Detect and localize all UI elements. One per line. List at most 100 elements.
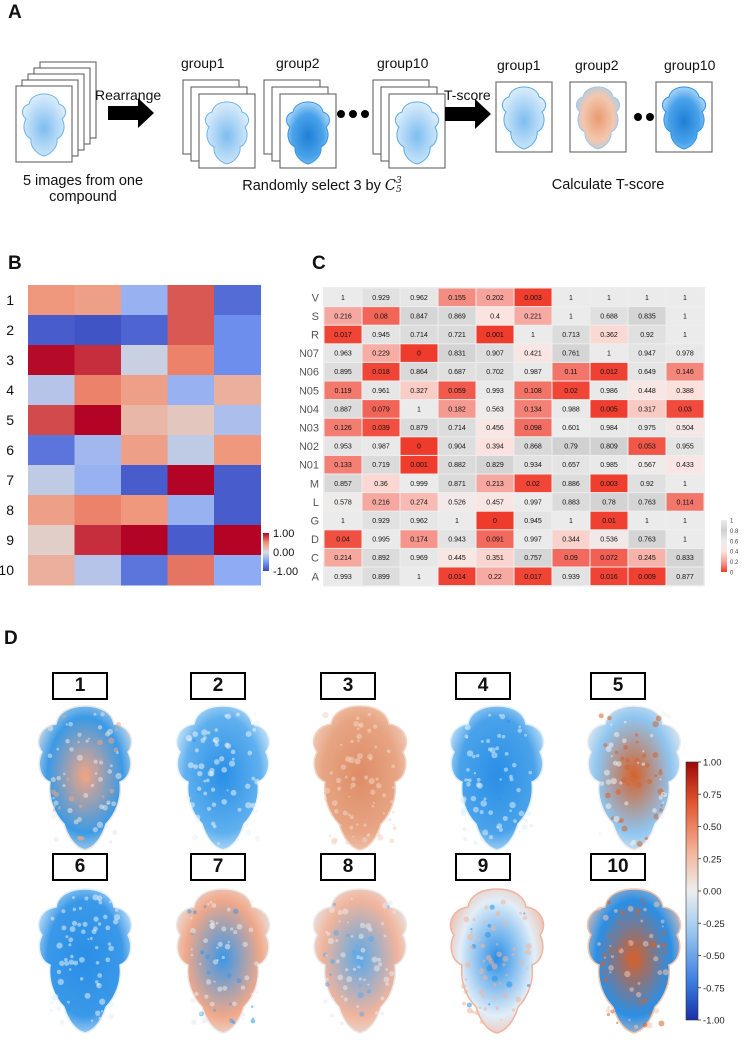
- heatmap-c-cell: [628, 325, 666, 344]
- heatmap-c-cell-value: 0.719: [372, 462, 390, 469]
- brain-speckle: [244, 975, 250, 981]
- heatmap-c-cell-value: 0.005: [600, 406, 618, 413]
- heatmap-c-cell: [514, 362, 552, 381]
- brain-speckle: [622, 940, 626, 943]
- heatmap-c-cell-value: 0.999: [410, 481, 428, 488]
- brain-speckle: [108, 840, 113, 844]
- brain-speckle: [653, 1007, 660, 1014]
- heatmap-b-row-label: 6: [6, 442, 14, 458]
- heatmap-c-cell-value: 0.504: [676, 425, 694, 432]
- heatmap-c-cell: [438, 307, 476, 325]
- brain-speckle: [240, 985, 246, 990]
- heatmap-b-row-label: 8: [6, 502, 14, 518]
- brain-speckle: [349, 815, 354, 820]
- heatmap-c-cell: [628, 362, 666, 381]
- brain-speckle: [526, 967, 529, 970]
- brain-label-2: 2: [190, 672, 246, 700]
- brain-speckle: [354, 758, 361, 765]
- heatmap-c-cell-value: 0.327: [410, 388, 428, 395]
- brain-speckle: [113, 747, 119, 753]
- heatmap-b-cell: [167, 405, 215, 436]
- brain-speckle: [358, 933, 364, 939]
- heatmap-c-cell: [514, 437, 552, 455]
- group-label: group10: [377, 55, 429, 71]
- heatmap-c-cell-value: 0.08: [374, 313, 388, 320]
- brain-speckle: [107, 769, 113, 774]
- brain-speckle: [658, 795, 663, 800]
- heatmap-c-cell-value: 0.763: [638, 537, 656, 544]
- brain-speckle: [381, 922, 385, 926]
- heatmap-c-cell: [628, 288, 666, 307]
- heatmap-c-row-label: N07: [300, 348, 319, 360]
- group2-stack: [263, 79, 337, 169]
- brain-image-7: [175, 888, 271, 1034]
- heatmap-c-cell-value: 1: [569, 313, 573, 320]
- heatmap-b-cell: [214, 465, 261, 496]
- heatmap-c-cell: [628, 344, 666, 362]
- heatmap-c-cell: [400, 418, 438, 437]
- brain-speckle: [491, 925, 497, 931]
- brain-speckle: [350, 934, 354, 938]
- brain-speckle: [631, 839, 637, 845]
- brain-speckle: [68, 937, 74, 943]
- brain-shape: [37, 705, 133, 851]
- brain-speckle: [251, 1017, 254, 1020]
- heatmap-c-cell-value: 0.714: [410, 332, 428, 339]
- brain-speckle: [625, 942, 631, 947]
- heatmap-b-cell: [167, 285, 215, 316]
- heatmap-c-cell: [552, 307, 590, 325]
- brain-speckle: [647, 779, 653, 785]
- brain-speckle: [368, 757, 373, 761]
- brain-speckle: [659, 778, 662, 781]
- heatmap-c-cell-value: 0.945: [524, 518, 542, 525]
- brain-speckle: [656, 944, 661, 948]
- brain-speckle: [513, 819, 517, 824]
- brain-speckle: [647, 1011, 652, 1015]
- brain-speckle: [623, 744, 629, 750]
- brain-speckle: [523, 818, 526, 821]
- heatmap-c-cell-value: 0.216: [334, 313, 352, 320]
- brain-speckle: [76, 754, 83, 761]
- brain-speckle: [523, 912, 526, 915]
- brain-speckle: [623, 720, 627, 724]
- brain-speckle: [636, 761, 640, 764]
- heatmap-c-cell-value: 0.953: [334, 444, 352, 451]
- heatmap-c-cell-value: 0.955: [676, 444, 694, 451]
- brain-speckle: [199, 962, 202, 966]
- heatmap-c-cell-value: 0.456: [486, 425, 504, 432]
- heatmap-b-cell: [167, 315, 215, 346]
- heatmap-c-cell-value: 0.847: [410, 313, 428, 320]
- tscore-image-10: [655, 81, 713, 153]
- brain-speckle: [190, 928, 196, 934]
- heatmap-c-cell: [666, 511, 704, 530]
- heatmap-c-cell-value: 1: [607, 295, 611, 302]
- brain-speckle: [389, 971, 395, 977]
- brain-speckle: [108, 1002, 111, 1006]
- brain-speckle: [605, 745, 612, 752]
- heatmap-c-cell-value: 0.02: [526, 481, 540, 488]
- brain-speckle: [224, 714, 228, 718]
- brain-speckle: [634, 960, 639, 965]
- heatmap-c-cell: [362, 381, 400, 400]
- brain-image-3: [312, 705, 408, 851]
- heatmap-c-cell: [514, 474, 552, 493]
- brain-speckle: [502, 815, 508, 821]
- heatmap-b-cell: [121, 285, 168, 316]
- brain-speckle: [606, 1012, 611, 1017]
- brain-speckle: [252, 727, 257, 732]
- heatmap-c-cell-value: 0.934: [524, 462, 542, 469]
- heatmap-c-row-label: N03: [300, 423, 319, 435]
- heatmap-b-row-label: 3: [6, 352, 14, 368]
- brain-speckle: [84, 777, 90, 783]
- brain-speckle: [113, 914, 121, 921]
- heatmap-c-cell-value: 0.536: [600, 537, 618, 544]
- brain-speckle: [230, 789, 237, 796]
- brain-speckle: [478, 989, 485, 995]
- group1-stack: [182, 79, 256, 169]
- brain-speckle: [217, 842, 220, 845]
- brain-speckle: [206, 806, 212, 812]
- brain-speckle: [512, 947, 516, 951]
- brain-image-6: [37, 888, 133, 1034]
- brain-speckle: [324, 797, 328, 801]
- heatmap-c-cell-value: 0.202: [486, 295, 504, 302]
